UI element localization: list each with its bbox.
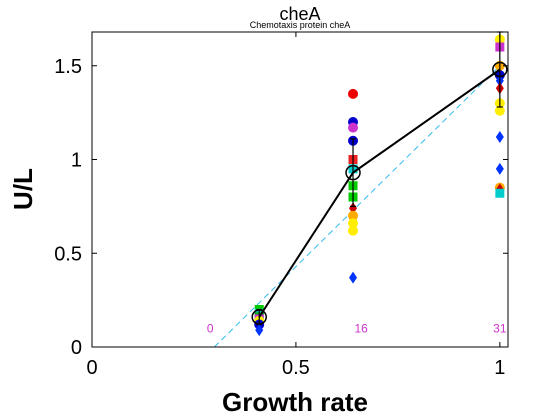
annotation-label: 0 <box>207 321 214 335</box>
plot-frame <box>91 31 509 348</box>
data-point <box>348 225 359 236</box>
data-point <box>494 105 505 116</box>
data-point <box>495 188 505 198</box>
x-axis-label: Growth rate <box>222 387 368 417</box>
mean-point <box>345 164 361 181</box>
y-axis-label: U/L <box>8 168 38 210</box>
data-point <box>349 271 358 284</box>
y-tick-label: 0 <box>71 337 82 359</box>
annotation-label: 31 <box>493 321 507 335</box>
data-point <box>348 88 359 99</box>
data-point <box>348 218 359 229</box>
axis-ticks: 0 0.5 1 0 0.5 1 1.5 <box>54 32 508 379</box>
x-tick-label: 1 <box>494 357 505 379</box>
data-point <box>348 122 359 133</box>
y-tick-label: 1 <box>71 150 82 172</box>
reference-line <box>214 65 501 348</box>
mean-point <box>492 61 508 78</box>
chart-title: cheA <box>279 4 320 24</box>
data-point <box>495 131 504 143</box>
data-point <box>348 210 359 221</box>
mean-point <box>251 309 267 325</box>
x-tick-label: 0.5 <box>282 357 310 379</box>
y-tick-label: 1.5 <box>54 56 82 78</box>
x-tick-label: 0 <box>86 357 97 379</box>
data-point <box>495 162 504 175</box>
plot-marks: 0 16 31 <box>207 31 508 348</box>
data-point <box>255 324 264 337</box>
annotation-label: 16 <box>354 321 368 335</box>
mean-series-line <box>258 68 501 318</box>
chart-subtitle: Chemotaxis protein cheA <box>250 20 351 30</box>
y-tick-label: 0.5 <box>54 243 82 265</box>
